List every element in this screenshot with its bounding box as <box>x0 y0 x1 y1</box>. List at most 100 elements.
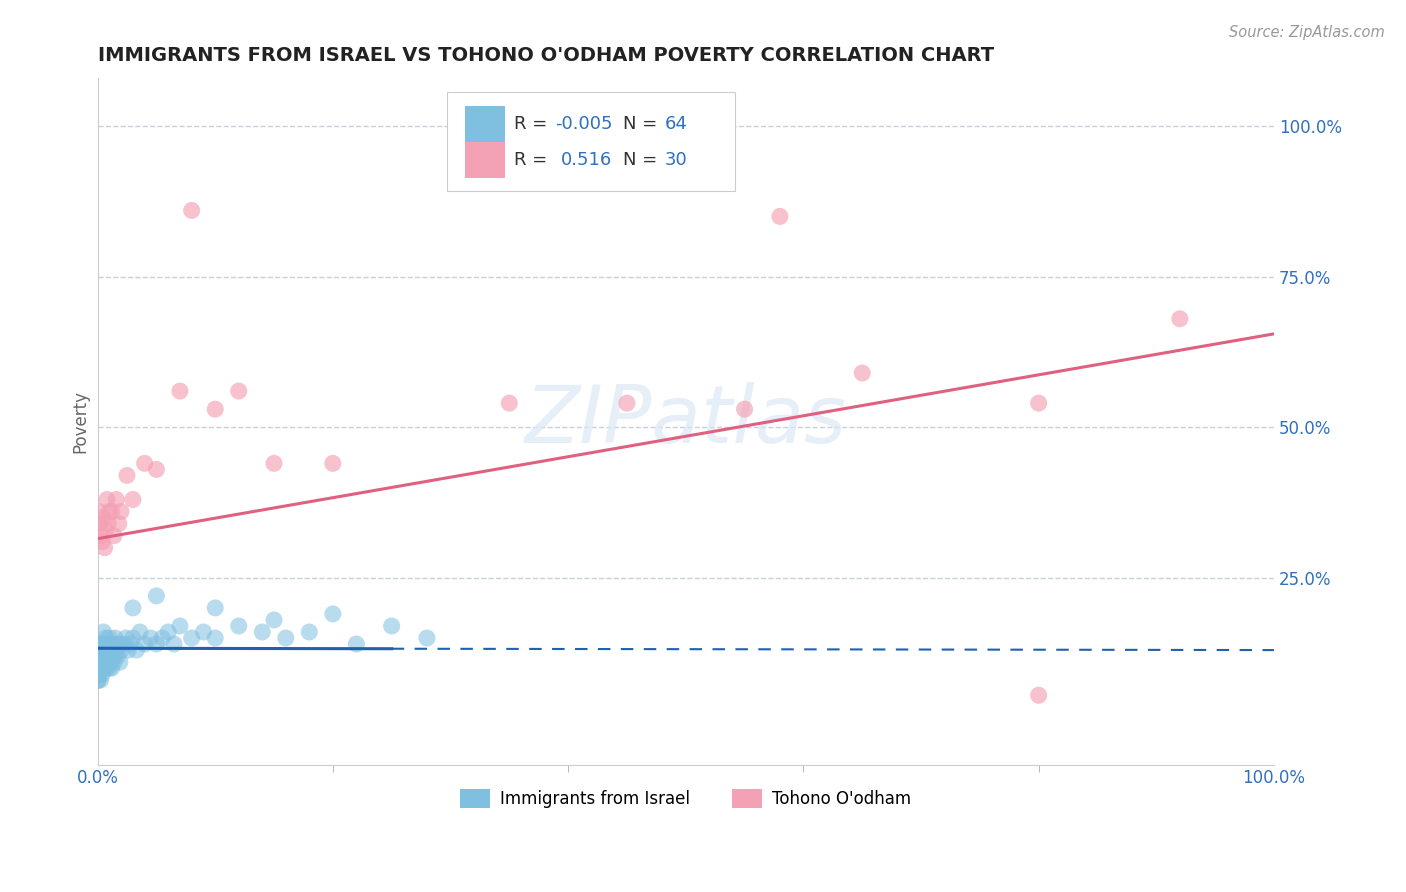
Point <box>416 631 439 645</box>
FancyBboxPatch shape <box>464 106 505 142</box>
Point <box>89 643 111 657</box>
Point <box>97 637 120 651</box>
Point <box>769 210 792 224</box>
Text: IMMIGRANTS FROM ISRAEL VS TOHONO O'ODHAM POVERTY CORRELATION CHART: IMMIGRANTS FROM ISRAEL VS TOHONO O'ODHAM… <box>97 46 994 65</box>
Point <box>90 637 112 651</box>
Legend: Immigrants from Israel, Tohono O'odham: Immigrants from Israel, Tohono O'odham <box>454 782 918 814</box>
Point <box>110 643 132 657</box>
Point <box>89 643 111 657</box>
Point <box>87 655 110 669</box>
Point <box>101 649 124 664</box>
Point <box>91 643 114 657</box>
Point <box>93 643 115 657</box>
Point <box>87 649 110 664</box>
Point <box>204 601 226 615</box>
Point <box>103 637 125 651</box>
Text: N =: N = <box>623 152 664 169</box>
Point <box>110 504 132 518</box>
Point <box>107 516 129 531</box>
Point <box>89 667 111 681</box>
Point <box>98 661 121 675</box>
Point <box>117 643 139 657</box>
Text: 30: 30 <box>665 152 688 169</box>
Point <box>89 649 111 664</box>
Point <box>87 667 110 681</box>
Point <box>87 661 110 675</box>
Point <box>87 667 110 681</box>
Point <box>104 649 127 664</box>
Point <box>87 649 110 664</box>
Point <box>107 637 129 651</box>
Point <box>169 619 191 633</box>
Point <box>180 631 202 645</box>
Point <box>139 631 162 645</box>
Point <box>163 637 186 651</box>
Point <box>96 661 118 675</box>
Text: ZIPatlas: ZIPatlas <box>524 382 846 460</box>
Point <box>134 456 156 470</box>
Point <box>97 516 120 531</box>
Point <box>94 649 117 664</box>
Point <box>98 631 121 645</box>
Point <box>145 637 167 651</box>
Point <box>87 673 110 688</box>
Point <box>105 643 128 657</box>
Point <box>125 643 148 657</box>
Point <box>87 655 110 669</box>
Point <box>89 655 111 669</box>
Point <box>91 534 114 549</box>
Point <box>89 516 111 531</box>
Point <box>87 643 110 657</box>
Point <box>89 643 111 657</box>
FancyBboxPatch shape <box>464 143 505 178</box>
Point <box>93 637 115 651</box>
Point <box>103 655 125 669</box>
Text: N =: N = <box>623 115 664 133</box>
Point <box>100 661 122 675</box>
Point <box>107 649 129 664</box>
Point <box>193 625 215 640</box>
Point <box>129 625 152 640</box>
Point <box>87 637 110 651</box>
Point <box>87 504 110 518</box>
Point <box>263 456 285 470</box>
Text: 64: 64 <box>665 115 688 133</box>
Point <box>89 661 111 675</box>
Point <box>89 661 111 675</box>
Text: R =: R = <box>515 115 553 133</box>
Point <box>322 456 344 470</box>
Point <box>87 649 110 664</box>
Point <box>134 637 156 651</box>
Point <box>89 649 111 664</box>
Point <box>94 523 117 537</box>
Text: -0.005: -0.005 <box>555 115 613 133</box>
Point <box>145 462 167 476</box>
Point <box>87 637 110 651</box>
Point <box>108 655 131 669</box>
Point <box>89 661 111 675</box>
Point <box>252 625 274 640</box>
Point <box>89 655 111 669</box>
Point <box>104 631 127 645</box>
Text: 0.516: 0.516 <box>561 152 612 169</box>
Point <box>96 492 118 507</box>
Point <box>87 667 110 681</box>
Point <box>87 667 110 681</box>
Point <box>204 402 226 417</box>
Point <box>87 661 110 675</box>
Text: Source: ZipAtlas.com: Source: ZipAtlas.com <box>1229 25 1385 40</box>
Point <box>90 649 112 664</box>
Point <box>298 625 321 640</box>
Point <box>263 613 285 627</box>
Point <box>87 655 110 669</box>
Point <box>91 667 114 681</box>
Point <box>93 541 115 555</box>
Point <box>93 661 115 675</box>
Point <box>121 601 143 615</box>
Point <box>734 402 756 417</box>
Point <box>87 673 110 688</box>
Point <box>100 655 122 669</box>
Point <box>228 384 250 398</box>
Point <box>344 637 367 651</box>
Point <box>120 637 142 651</box>
